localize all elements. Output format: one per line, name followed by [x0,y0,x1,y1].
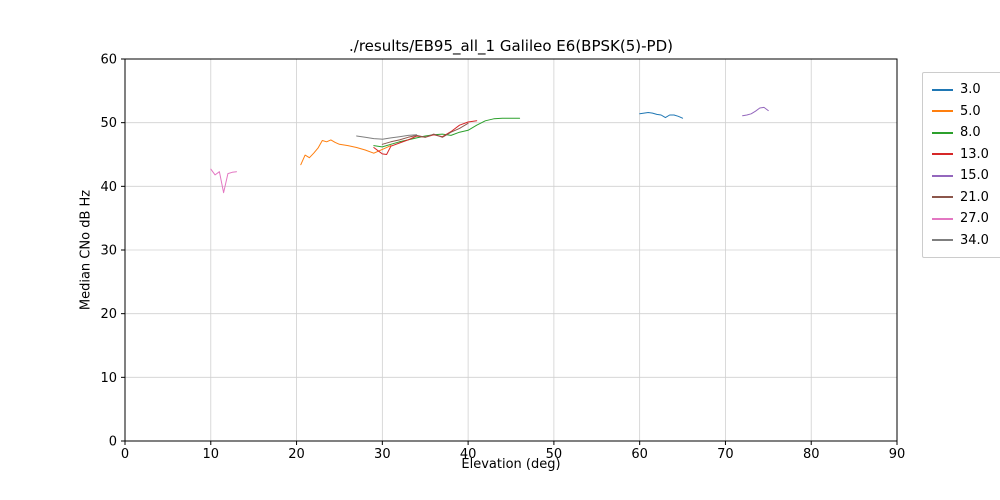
y-tick-label: 10 [100,371,117,386]
legend-entry: 21.0 [932,187,989,209]
series-line-3.0 [639,112,684,119]
legend: 3.0 5.0 8.0 13.0 15.0 21.0 27.0 34.0 [922,72,1000,258]
series-line-13.0 [373,120,478,155]
legend-line-swatch [932,153,953,156]
y-tick-label: 60 [100,53,117,68]
y-tick-label: 50 [100,116,117,131]
legend-label: 3.0 [960,82,981,98]
legend-line-swatch [932,217,953,220]
legend-label: 8.0 [960,125,981,141]
legend-line-swatch [932,239,953,242]
legend-line-swatch [932,174,953,177]
legend-label: 15.0 [960,168,989,184]
legend-label: 21.0 [960,189,989,205]
legend-entry: 13.0 [932,144,989,166]
x-tick-label: 20 [288,447,305,462]
x-tick-label: 70 [717,447,734,462]
legend-label: 13.0 [960,146,989,162]
legend-line-swatch [932,196,953,199]
x-tick-label: 30 [374,447,391,462]
chart-title: ./results/EB95_all_1 Galileo E6(BPSK(5)-… [349,37,673,55]
x-tick-label: 60 [631,447,648,462]
y-tick-label: 20 [100,307,117,322]
series-line-27.0 [210,168,237,194]
legend-entry: 8.0 [932,122,989,144]
legend-line-swatch [932,110,953,113]
y-tick-label: 30 [100,244,117,259]
x-tick-label: 80 [803,447,820,462]
x-tick-label: 50 [546,447,563,462]
legend-label: 27.0 [960,211,989,227]
x-tick-label: 40 [460,447,477,462]
legend-line-swatch [932,131,953,134]
legend-entry: 15.0 [932,165,989,187]
legend-entry: 34.0 [932,230,989,252]
x-tick-label: 90 [889,447,906,462]
legend-entry: 3.0 [932,79,989,101]
series-line-15.0 [742,106,769,117]
y-tick-label: 40 [100,180,117,195]
legend-line-swatch [932,88,953,91]
y-tick-label: 0 [109,435,117,450]
legend-entry: 5.0 [932,101,989,123]
legend-label: 34.0 [960,232,989,248]
x-tick-label: 10 [203,447,220,462]
x-axis-label: Elevation (deg) [461,457,561,472]
x-tick-label: 0 [121,447,129,462]
legend-entry: 27.0 [932,208,989,230]
series-line-34.0 [356,134,418,140]
series-line-5.0 [300,139,392,166]
y-axis-label: Median CNo dB Hz [78,189,94,311]
legend-label: 5.0 [960,103,981,119]
series-line-21.0 [381,122,469,145]
